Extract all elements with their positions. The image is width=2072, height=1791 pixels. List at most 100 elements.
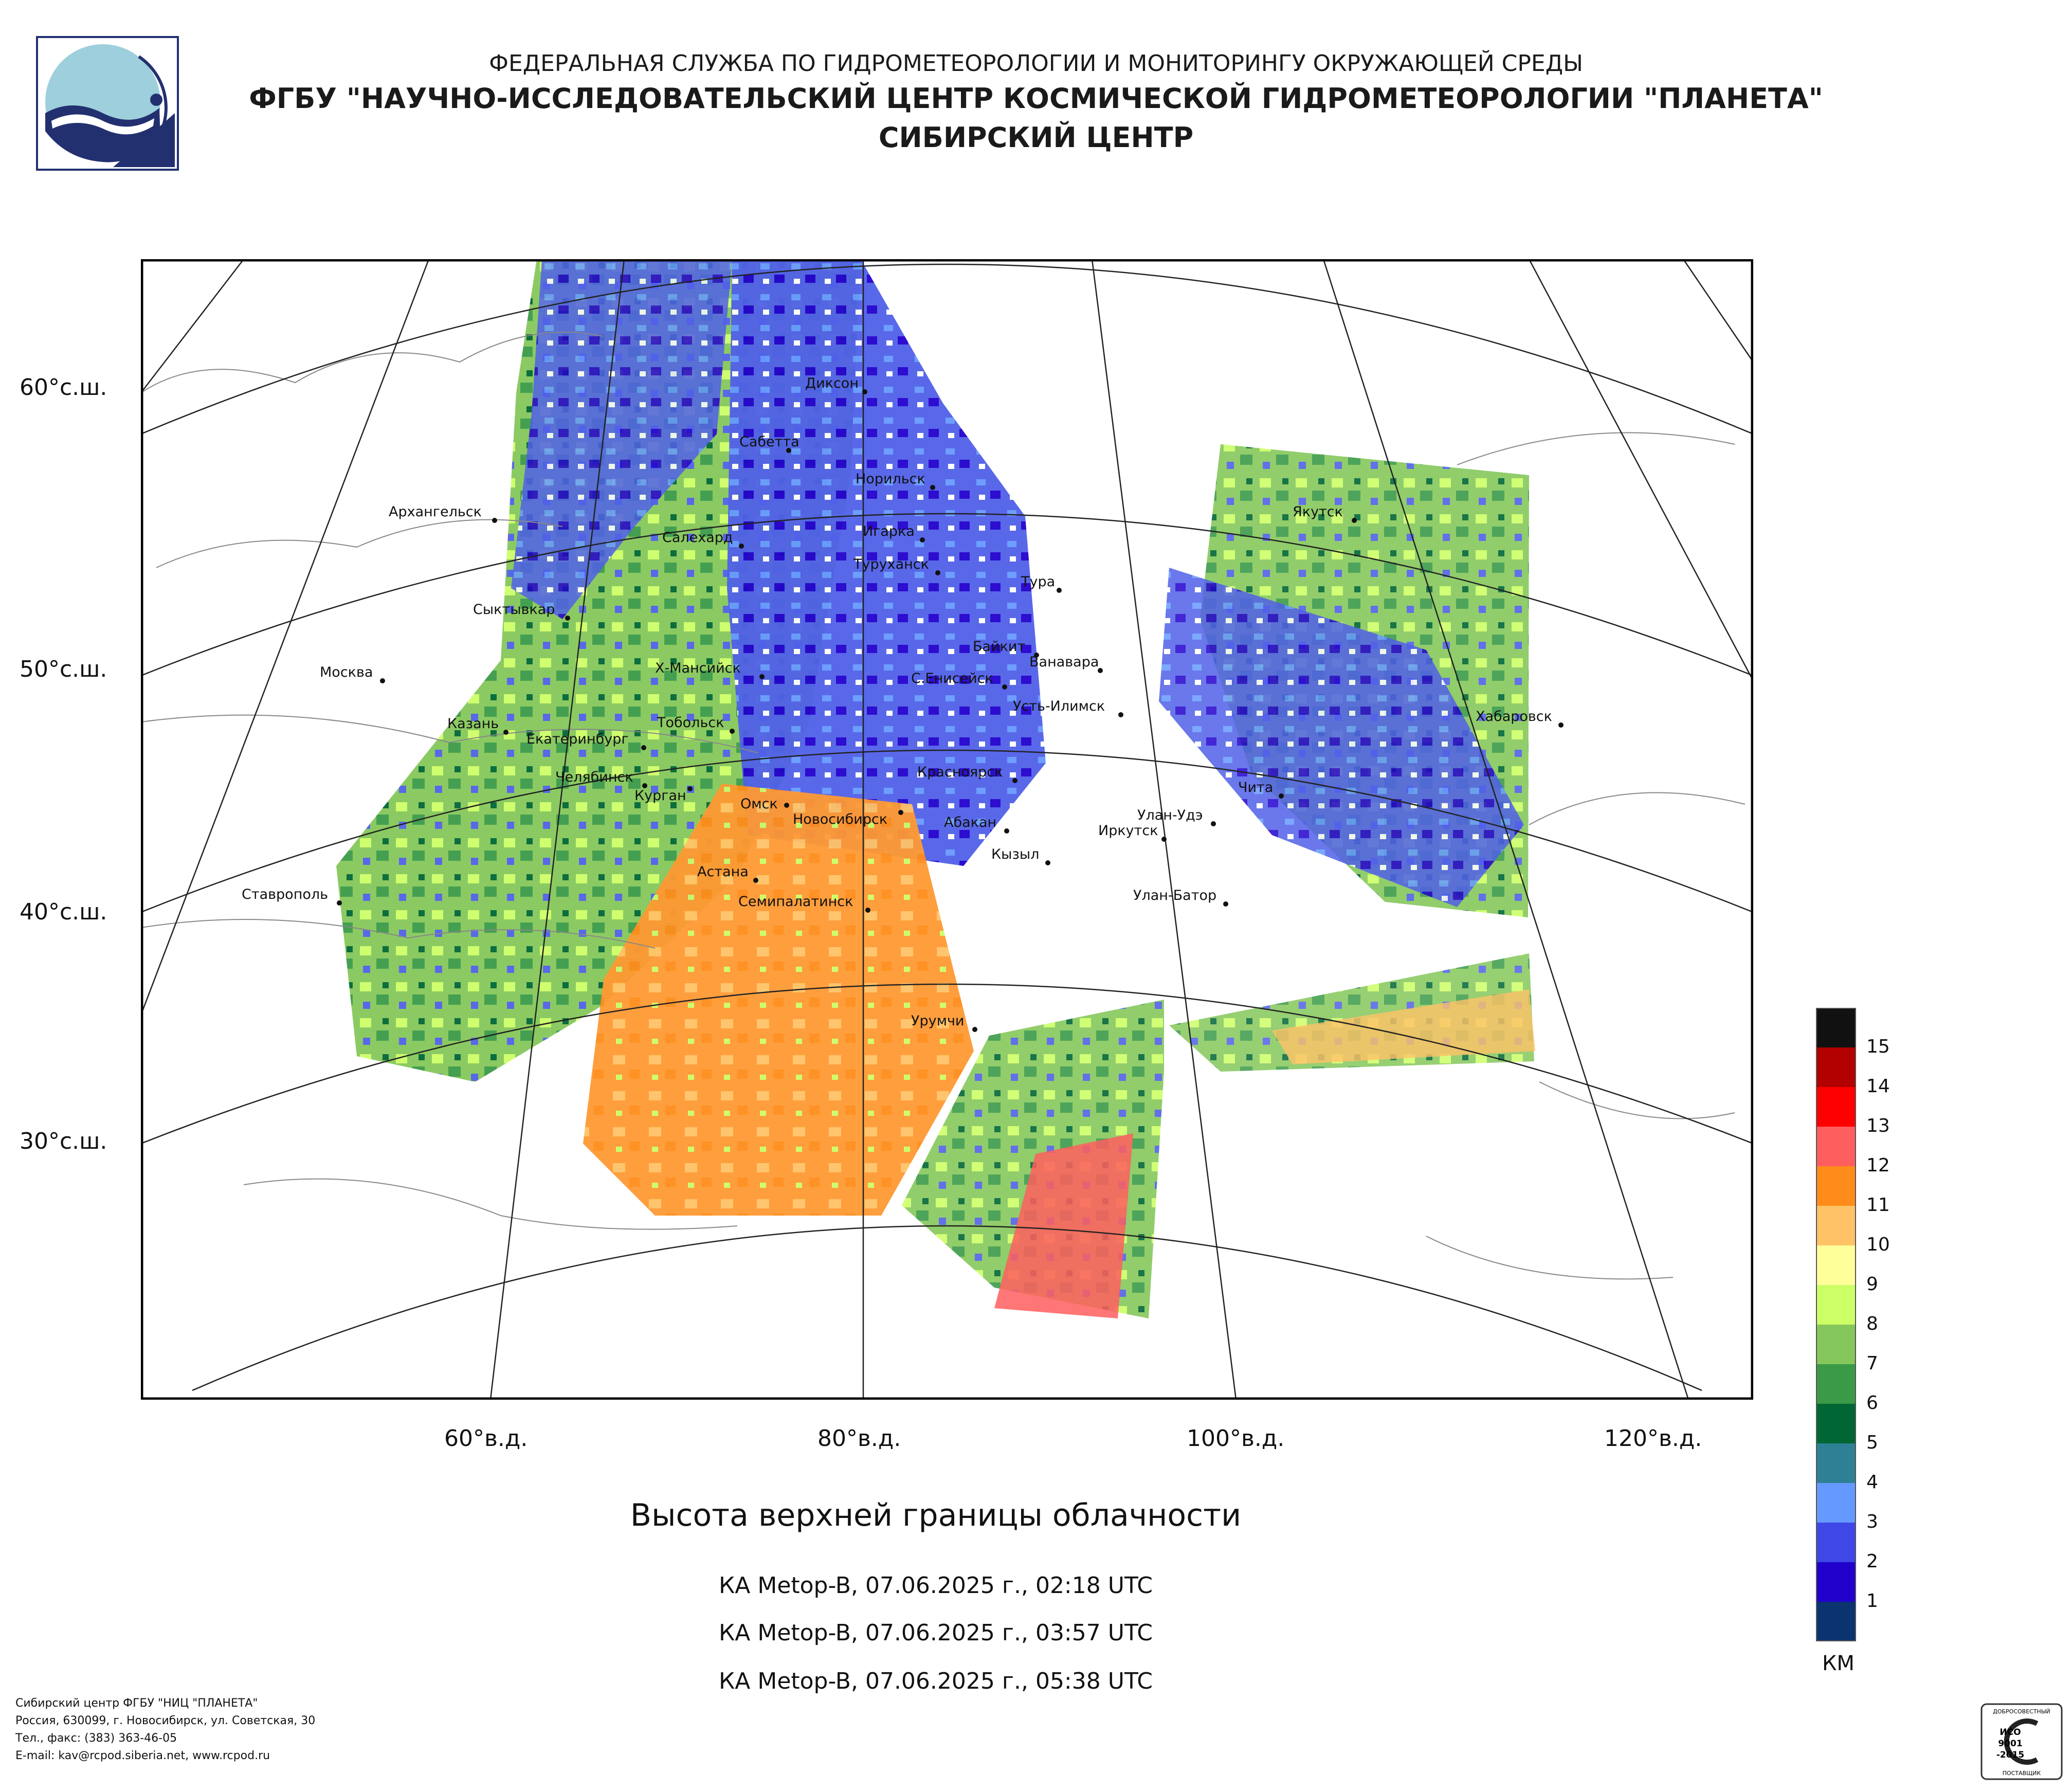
iso-certificate-badge: ДОБРОСОВЕСТНЫЙ ИСО 9001 -2015 ПОСТАВЩИК: [1980, 1703, 2063, 1780]
city-label: Туруханск: [853, 556, 929, 572]
city-label: Кызыл: [991, 846, 1039, 862]
cloud-swath-east-strip-orange: [1272, 989, 1535, 1064]
city-baykit: Байкит: [973, 639, 1039, 658]
map-canvas: Диксон Сабетта Норильск Архангельск Сале…: [141, 259, 1753, 1400]
graticule-parallels: [141, 263, 1753, 1391]
city-vanavara: Ванавара: [1029, 654, 1103, 673]
legend-label: 3: [1866, 1511, 1878, 1532]
city-label: Тобольск: [657, 715, 724, 731]
legend-swatch: [1816, 1206, 1856, 1245]
legend-swatch: [1816, 1364, 1856, 1404]
city-tura: Тура: [1021, 574, 1062, 593]
city-label: Екатеринбург: [526, 731, 629, 747]
footer-address: Россия, 630099, г. Новосибирск, ул. Сове…: [15, 1714, 316, 1727]
city-abakan: Абакан: [944, 815, 1009, 834]
city-label: Хабаровск: [1476, 709, 1552, 725]
satellite-pass-2: КА Metop-B, 07.06.2025 г., 03:57 UTC: [719, 1620, 1153, 1646]
city-khabarovsk: Хабаровск: [1476, 709, 1564, 728]
city-label: Челябинск: [555, 769, 633, 785]
city-sabetta: Сабетта: [739, 434, 799, 453]
cloud-swath-central: [727, 259, 1046, 866]
graticule-meridians: [141, 259, 1753, 1400]
city-label: С.Енисейск: [911, 671, 993, 686]
satellite-pass-3: КА Metop-B, 07.06.2025 г., 05:38 UTC: [719, 1668, 1153, 1694]
city-ust-ilimsk: Усть-Илимск: [1013, 698, 1123, 717]
city-markers: Диксон Сабетта Норильск Архангельск Сале…: [242, 375, 1564, 1032]
city-label: Игарка: [863, 523, 915, 539]
city-label: Абакан: [944, 815, 996, 830]
lat-label-50: 50°с.ш.: [20, 656, 107, 682]
city-label: Усть-Илимск: [1013, 698, 1105, 714]
legend-swatch: [1816, 1523, 1856, 1562]
lat-label-60: 60°с.ш.: [20, 374, 107, 401]
city-label: Х-Мансийск: [655, 660, 741, 676]
city-label: Сабетта: [739, 434, 799, 450]
legend-swatch: [1816, 1443, 1856, 1483]
lat-label-30: 30°с.ш.: [20, 1128, 107, 1154]
lon-label-100: 100°в.д.: [1187, 1425, 1285, 1452]
cloud-swath-south: [583, 784, 974, 1216]
city-tobolsk: Тобольск: [657, 715, 735, 734]
city-moscow: Москва: [320, 664, 385, 683]
city-label: Сыктывкар: [473, 602, 555, 618]
iso-line1: ИСО: [2000, 1727, 2021, 1738]
legend-swatch: [1816, 1047, 1856, 1087]
city-label: Москва: [320, 664, 373, 680]
city-label: Омск: [740, 796, 778, 812]
city-kyzyl: Кызыл: [991, 846, 1050, 865]
city-astana: Астана: [697, 864, 758, 883]
city-label: Улан-Батор: [1133, 888, 1216, 903]
city-label: Салехард: [662, 530, 733, 546]
city-chelyabinsk: Челябинск: [555, 769, 647, 788]
legend-swatch: [1816, 1166, 1856, 1206]
legend-label: 10: [1866, 1234, 1890, 1255]
legend-label: 4: [1866, 1472, 1878, 1493]
city-label: Чита: [1238, 780, 1273, 795]
legend-swatch: [1816, 1602, 1856, 1641]
legend-label: 11: [1866, 1195, 1890, 1216]
lon-label-120: 120°в.д.: [1604, 1425, 1702, 1452]
city-igarka: Игарка: [863, 523, 925, 542]
height-color-legend: [1816, 1008, 1856, 1641]
city-label: Астана: [697, 864, 749, 880]
city-chita: Чита: [1238, 780, 1284, 799]
city-label: Ставрополь: [242, 887, 328, 902]
city-label: Иркутск: [1098, 823, 1158, 839]
legend-swatch: [1816, 1483, 1856, 1523]
legend-unit: КМ: [1822, 1652, 1855, 1675]
legend-swatch: [1816, 1285, 1856, 1325]
city-label: Диксон: [805, 375, 859, 391]
city-novosibirsk: Новосибирск: [793, 810, 903, 827]
coastlines: [141, 331, 1746, 1280]
legend-swatch: [1816, 1008, 1856, 1047]
lon-label-80: 80°в.д.: [817, 1425, 901, 1452]
legend-swatch: [1816, 1087, 1856, 1127]
city-label: Урумчи: [911, 1013, 964, 1029]
city-yakutsk: Якутск: [1293, 504, 1357, 523]
city-kazan: Казань: [447, 716, 508, 735]
header-institute: ФГБУ "НАУЧНО-ИССЛЕДОВАТЕЛЬСКИЙ ЦЕНТР КОС…: [249, 82, 1823, 115]
city-s-eniseysk: С.Енисейск: [911, 671, 1007, 690]
cloud-swath-east-blue: [1159, 568, 1524, 907]
city-omsk: Омск: [740, 796, 789, 812]
footer-phone: Тел., факс: (383) 363-46-05: [15, 1732, 177, 1745]
iso-top-text: ДОБРОСОВЕСТНЫЙ: [1993, 1708, 2050, 1715]
city-label: Тура: [1021, 574, 1055, 590]
lat-label-40: 40°с.ш.: [20, 899, 107, 925]
city-label: Казань: [447, 716, 499, 732]
map-title: Высота верхней границы облачности: [630, 1497, 1242, 1533]
satellite-pass-1: КА Metop-B, 07.06.2025 г., 02:18 UTC: [719, 1572, 1153, 1599]
lon-label-60: 60°в.д.: [444, 1425, 528, 1452]
legend-label: 8: [1866, 1313, 1878, 1334]
legend-swatch: [1816, 1325, 1856, 1364]
legend-label: 5: [1866, 1432, 1878, 1453]
city-label: Байкит: [973, 639, 1025, 655]
city-label: Норильск: [856, 471, 925, 487]
city-semipalatinsk: Семипалатинск: [738, 894, 870, 913]
city-turukhansk: Туруханск: [853, 556, 940, 575]
cloud-top-height-map: Диксон Сабетта Норильск Архангельск Сале…: [141, 259, 1753, 1400]
city-dikson: Диксон: [805, 375, 867, 394]
city-label: Архангельск: [389, 504, 482, 520]
legend-label: 1: [1866, 1590, 1878, 1612]
city-ulan-bator: Улан-Батор: [1133, 888, 1228, 907]
